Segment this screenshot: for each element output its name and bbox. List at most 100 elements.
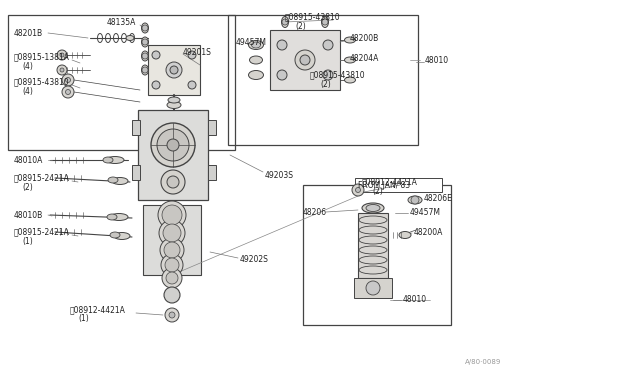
Text: (2): (2) bbox=[372, 186, 383, 196]
Bar bbox=[132, 120, 140, 135]
Text: 48206E: 48206E bbox=[424, 193, 453, 202]
Circle shape bbox=[163, 224, 181, 242]
Ellipse shape bbox=[103, 157, 113, 163]
Ellipse shape bbox=[250, 56, 262, 64]
Text: 49202S: 49202S bbox=[240, 256, 269, 264]
Ellipse shape bbox=[126, 35, 134, 41]
Text: 48200B: 48200B bbox=[350, 33, 380, 42]
Ellipse shape bbox=[399, 231, 411, 238]
Ellipse shape bbox=[141, 23, 148, 33]
Ellipse shape bbox=[141, 37, 148, 47]
Ellipse shape bbox=[362, 203, 384, 213]
Ellipse shape bbox=[106, 157, 124, 164]
Ellipse shape bbox=[366, 205, 380, 212]
Text: (2): (2) bbox=[295, 22, 306, 31]
Ellipse shape bbox=[110, 214, 128, 221]
Circle shape bbox=[161, 254, 183, 276]
Text: 48010B: 48010B bbox=[14, 211, 44, 219]
Text: ⓝ08912-4421A: ⓝ08912-4421A bbox=[362, 177, 418, 186]
Ellipse shape bbox=[282, 16, 289, 28]
Circle shape bbox=[60, 53, 64, 57]
Circle shape bbox=[60, 68, 64, 72]
Text: FROM JAN/'83: FROM JAN/'83 bbox=[358, 180, 410, 189]
Circle shape bbox=[65, 77, 70, 83]
Text: (1): (1) bbox=[78, 314, 89, 324]
Ellipse shape bbox=[321, 16, 328, 28]
Circle shape bbox=[151, 123, 195, 167]
Circle shape bbox=[164, 242, 180, 258]
Text: 48010: 48010 bbox=[403, 295, 427, 305]
Bar bbox=[355, 178, 442, 192]
Ellipse shape bbox=[248, 41, 264, 49]
Circle shape bbox=[57, 65, 67, 75]
Ellipse shape bbox=[141, 65, 148, 75]
Text: ⓥ08915-43810: ⓥ08915-43810 bbox=[310, 71, 365, 80]
Ellipse shape bbox=[107, 214, 117, 220]
Circle shape bbox=[157, 129, 189, 161]
Circle shape bbox=[366, 281, 380, 295]
Ellipse shape bbox=[248, 71, 264, 80]
Text: (4): (4) bbox=[22, 87, 33, 96]
Circle shape bbox=[142, 25, 148, 31]
Bar bbox=[208, 165, 216, 180]
Circle shape bbox=[161, 170, 185, 194]
Circle shape bbox=[152, 51, 160, 59]
Bar bbox=[148, 45, 200, 95]
Circle shape bbox=[62, 74, 74, 86]
Ellipse shape bbox=[141, 51, 148, 61]
Bar bbox=[132, 165, 140, 180]
Circle shape bbox=[169, 312, 175, 318]
Ellipse shape bbox=[408, 196, 422, 204]
Text: ⓝ08912-4421A: ⓝ08912-4421A bbox=[70, 305, 126, 314]
Circle shape bbox=[300, 55, 310, 65]
Circle shape bbox=[142, 53, 148, 59]
Circle shape bbox=[160, 238, 184, 262]
Text: 48204A: 48204A bbox=[350, 54, 380, 62]
Circle shape bbox=[162, 205, 182, 225]
Circle shape bbox=[166, 62, 182, 78]
Bar bbox=[358, 213, 388, 278]
Bar bbox=[270, 30, 340, 90]
Circle shape bbox=[188, 81, 196, 89]
Circle shape bbox=[165, 258, 179, 272]
Text: 48206: 48206 bbox=[303, 208, 327, 217]
Ellipse shape bbox=[167, 102, 181, 109]
Text: (2): (2) bbox=[22, 183, 33, 192]
Circle shape bbox=[57, 50, 67, 60]
Circle shape bbox=[152, 81, 160, 89]
Text: (2): (2) bbox=[320, 80, 331, 89]
Circle shape bbox=[188, 51, 196, 59]
Circle shape bbox=[142, 39, 148, 45]
Text: ⓥ08915-1381A: ⓥ08915-1381A bbox=[14, 52, 70, 61]
Circle shape bbox=[62, 86, 74, 98]
Text: A/80·0089: A/80·0089 bbox=[465, 359, 501, 365]
Circle shape bbox=[164, 287, 180, 303]
Ellipse shape bbox=[252, 42, 260, 48]
Text: (4): (4) bbox=[22, 61, 33, 71]
Text: ⓜ08915-43810: ⓜ08915-43810 bbox=[285, 13, 340, 22]
Text: 49201S: 49201S bbox=[183, 48, 212, 57]
Circle shape bbox=[411, 196, 419, 204]
Ellipse shape bbox=[114, 232, 130, 240]
Text: 48010: 48010 bbox=[425, 55, 449, 64]
Text: 48010A: 48010A bbox=[14, 155, 44, 164]
Bar bbox=[143, 205, 201, 275]
Bar bbox=[303, 185, 451, 325]
Circle shape bbox=[352, 184, 364, 196]
Text: 48135A: 48135A bbox=[107, 17, 136, 26]
Circle shape bbox=[355, 187, 360, 192]
Text: 49457M: 49457M bbox=[410, 208, 441, 217]
Ellipse shape bbox=[108, 177, 118, 183]
Circle shape bbox=[282, 19, 288, 25]
Ellipse shape bbox=[112, 177, 128, 185]
Text: ⓦ08915-2421A: ⓦ08915-2421A bbox=[14, 173, 70, 183]
Ellipse shape bbox=[344, 77, 355, 83]
Bar bbox=[228, 15, 418, 145]
Circle shape bbox=[158, 201, 186, 229]
Bar bbox=[208, 120, 216, 135]
Text: 49203S: 49203S bbox=[265, 170, 294, 180]
Circle shape bbox=[165, 308, 179, 322]
Text: 48200A: 48200A bbox=[414, 228, 444, 237]
Circle shape bbox=[162, 268, 182, 288]
Circle shape bbox=[277, 40, 287, 50]
